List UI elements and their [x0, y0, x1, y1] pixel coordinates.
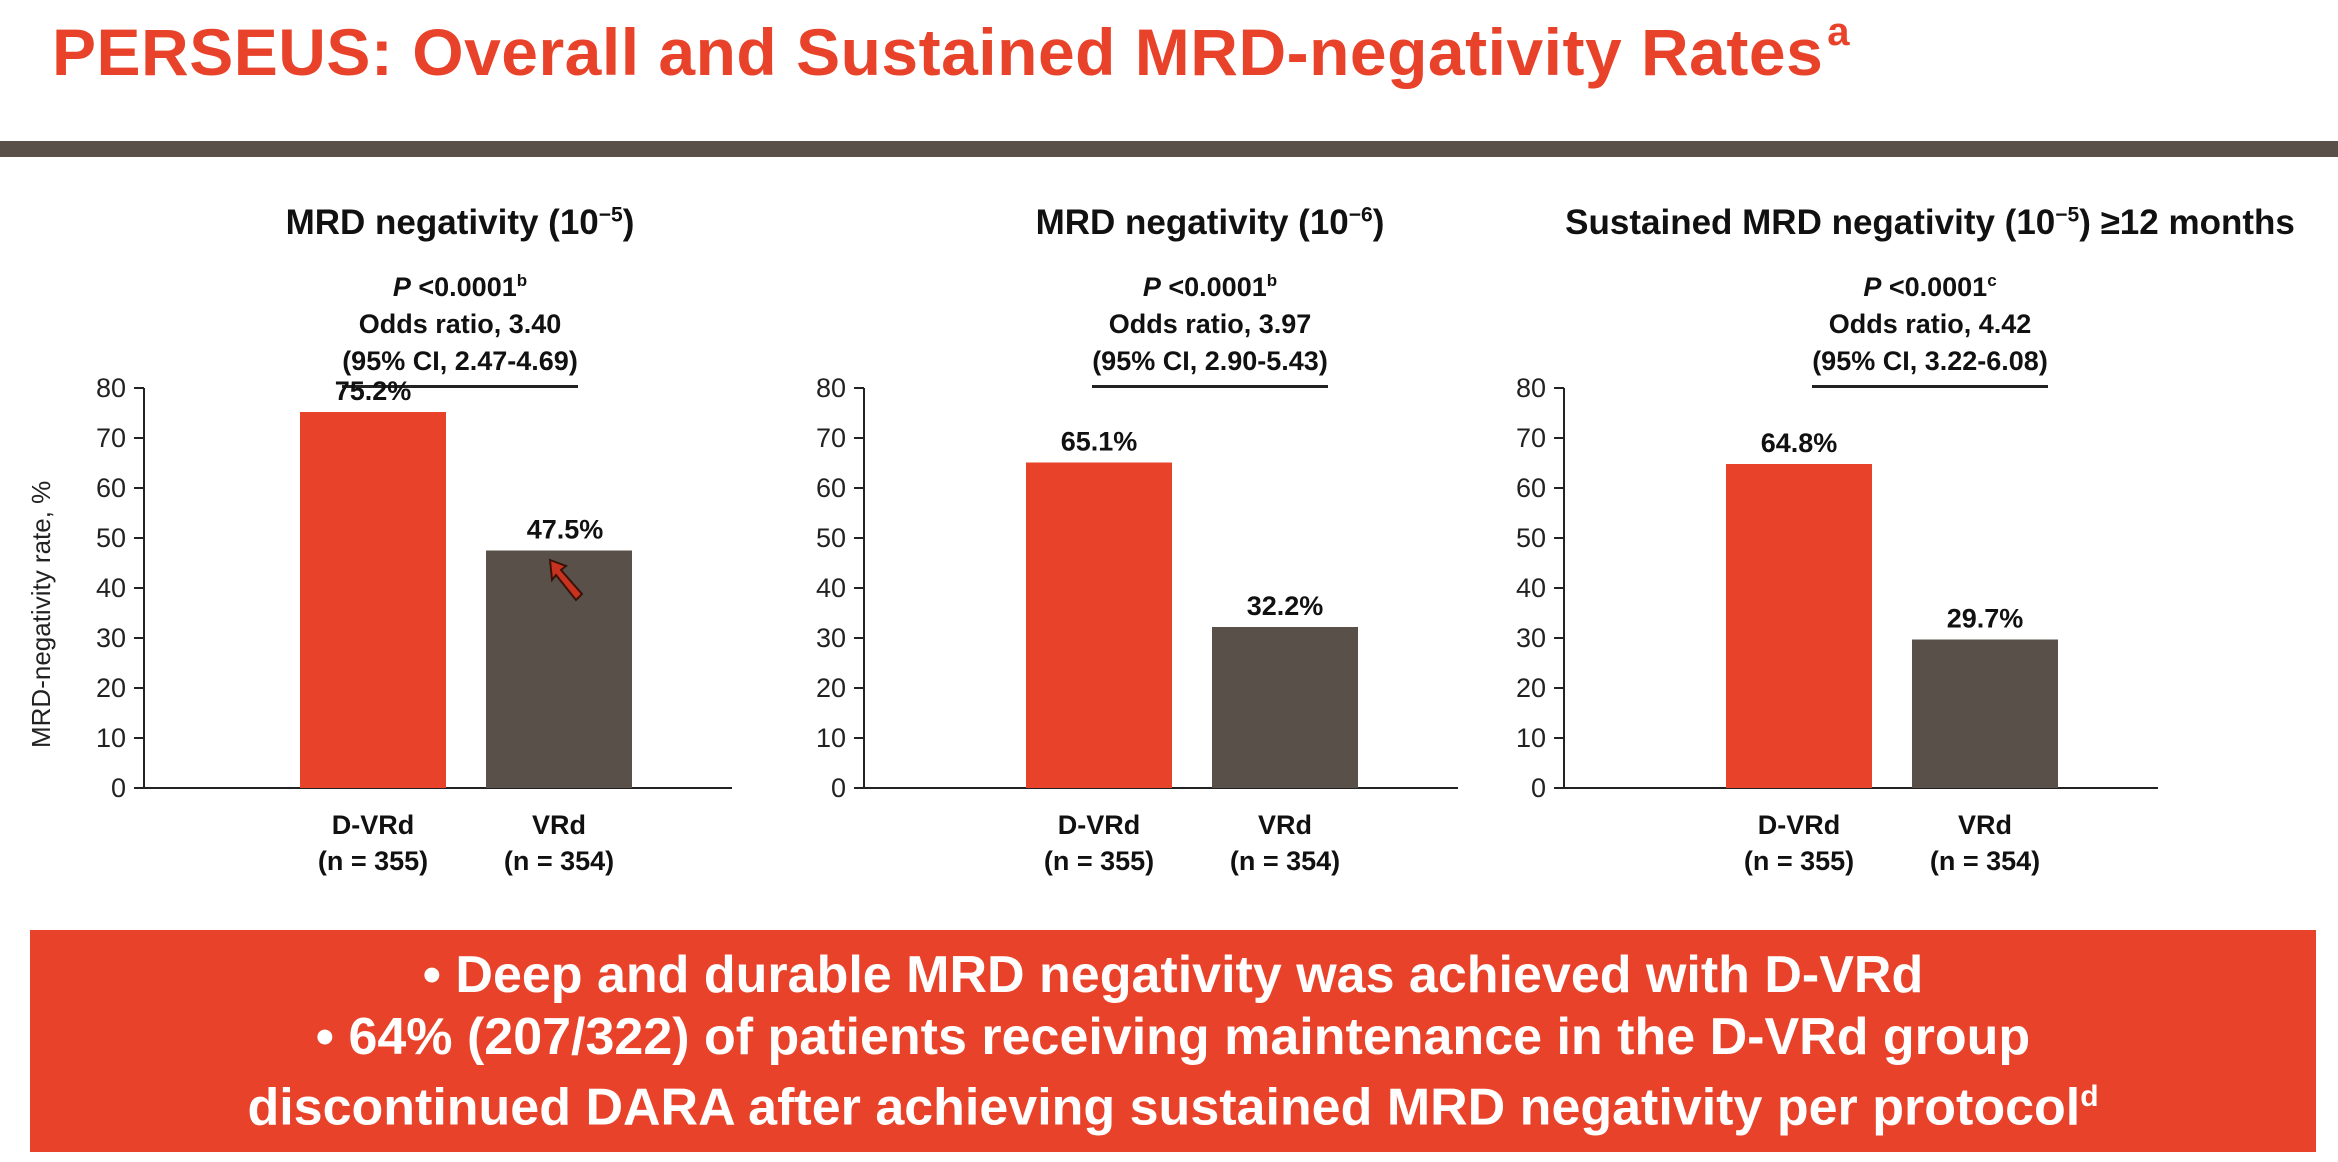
x-category-n-label: (n = 355): [318, 846, 428, 876]
bar-value-label: 32.2%: [1247, 591, 1324, 621]
y-tick-label: 40: [1516, 573, 1546, 603]
key-takeaways-banner: • Deep and durable MRD negativity was ac…: [30, 930, 2316, 1152]
y-tick-label: 50: [96, 523, 126, 553]
bullet-1: • Deep and durable MRD negativity was ac…: [422, 946, 1924, 1004]
x-category-n-label: (n = 354): [504, 846, 614, 876]
chart-stats: P <0.0001c Odds ratio, 4.42 (95% CI, 3.2…: [1540, 262, 2320, 388]
x-category-label: D-VRd: [1758, 810, 1841, 840]
pointer-arrow-icon: [548, 558, 584, 602]
slide-title: PERSEUS: Overall and Sustained MRD-negat…: [52, 10, 2302, 90]
chart-title: MRD negativity (10−5): [285, 203, 635, 242]
y-tick-label: 20: [816, 673, 846, 703]
chart-stats: P <0.0001b Odds ratio, 3.97 (95% CI, 2.9…: [840, 262, 1580, 388]
y-tick-label: 20: [1516, 673, 1546, 703]
slide-title-footnote: a: [1827, 10, 1851, 54]
x-category-label: VRd: [1258, 810, 1312, 840]
x-category-n-label: (n = 354): [1930, 846, 2040, 876]
bar-d-vrd: [1026, 462, 1172, 788]
bar-vrd: [1912, 639, 2058, 788]
y-tick-label: 50: [1516, 523, 1546, 553]
x-category-label: VRd: [532, 810, 586, 840]
x-category-n-label: (n = 354): [1230, 846, 1340, 876]
bar-value-label: 65.1%: [1061, 427, 1138, 457]
y-tick-label: 10: [96, 723, 126, 753]
y-tick-label: 80: [96, 373, 126, 403]
y-tick-label: 80: [1516, 373, 1546, 403]
y-tick-label: 80: [816, 373, 846, 403]
bar-chart: 0 10 20 30 40 50 60 70 80 65.1% D-VRd (n = 355) 32.2…: [816, 373, 1458, 876]
x-category-label: D-VRd: [332, 810, 415, 840]
x-category-n-label: (n = 355): [1744, 846, 1854, 876]
y-tick-label: 10: [1516, 723, 1546, 753]
y-tick-label: 0: [831, 773, 846, 803]
chart-panel-3: Sustained MRD negativity (10−5) ≥12 mont…: [1516, 190, 2320, 910]
chart-panel-2: MRD negativity (10−6) P <0.0001b Odds ra…: [816, 190, 1580, 910]
y-tick-label: 20: [96, 673, 126, 703]
y-tick-label: 70: [816, 423, 846, 453]
bar-value-label: 75.2%: [335, 376, 412, 406]
bullet-3: discontinued DARA after achieving sustai…: [247, 1078, 2099, 1137]
chart-title: MRD negativity (10−6): [1035, 203, 1385, 242]
chart-title: Sustained MRD negativity (10−5) ≥12 mont…: [1565, 203, 2295, 242]
bar-d-vrd: [1726, 464, 1872, 788]
bar-value-label: 47.5%: [527, 515, 604, 545]
y-tick-label: 60: [96, 473, 126, 503]
y-tick-label: 30: [96, 623, 126, 653]
x-category-n-label: (n = 355): [1044, 846, 1154, 876]
y-tick-label: 40: [816, 573, 846, 603]
y-tick-label: 30: [1516, 623, 1546, 653]
bar-value-label: 29.7%: [1947, 604, 2024, 634]
y-tick-label: 60: [816, 473, 846, 503]
y-tick-label: 70: [96, 423, 126, 453]
y-tick-label: 10: [816, 723, 846, 753]
y-tick-label: 70: [1516, 423, 1546, 453]
y-tick-label: 40: [96, 573, 126, 603]
x-category-label: VRd: [1958, 810, 2012, 840]
chart-panel-1: MRD negativity (10−5) P <0.0001b Odds ra…: [96, 190, 800, 910]
y-tick-label: 0: [111, 773, 126, 803]
title-divider: [0, 141, 2338, 157]
slide-title-text: PERSEUS: Overall and Sustained MRD-negat…: [52, 15, 1824, 89]
y-tick-label: 30: [816, 623, 846, 653]
y-axis-label: MRD-negativity rate, %: [26, 480, 56, 748]
chart-stats: P <0.0001b Odds ratio, 3.40 (95% CI, 2.4…: [120, 262, 800, 388]
bar-vrd: [1212, 627, 1358, 788]
bar-d-vrd: [300, 412, 446, 788]
y-tick-label: 0: [1531, 773, 1546, 803]
bullet-2: • 64% (207/322) of patients receiving ma…: [315, 1008, 2031, 1066]
bar-chart: 0 10 20 30 40 50 60 70 80 64.8% D-VRd (n = 355) 29.7…: [1516, 373, 2158, 876]
bar-chart: 0 10 20 30 40 50 60 70 80 75.2% D-VRd (n = 355) 47.5…: [96, 373, 732, 876]
bar-value-label: 64.8%: [1761, 428, 1838, 458]
y-tick-label: 50: [816, 523, 846, 553]
bar-vrd: [486, 550, 632, 788]
y-tick-label: 60: [1516, 473, 1546, 503]
x-category-label: D-VRd: [1058, 810, 1141, 840]
